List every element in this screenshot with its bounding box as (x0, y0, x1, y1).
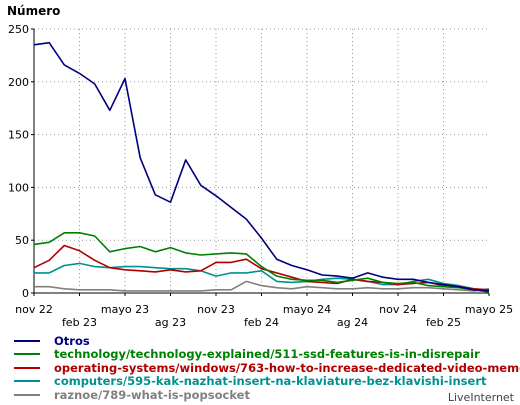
y-axis-ticks: 0 50 100 150 200 250 (8, 23, 34, 300)
y-tick-label: 50 (15, 234, 29, 247)
x-tick-label: nov 22 (15, 303, 53, 316)
legend-label: technology/technology-explained/511-ssd-… (54, 347, 480, 362)
legend-label: operating-systems/windows/763-how-to-inc… (54, 360, 520, 375)
legend-swatch (14, 353, 40, 356)
y-tick-label: 200 (8, 76, 29, 89)
series-line-1 (33, 232, 490, 293)
x-tick-label: mayo 23 (101, 303, 149, 316)
legend: Otros technology/technology-explained/511… (14, 334, 520, 402)
x-tick-label: ag 24 (337, 316, 368, 329)
legend-item: computers/595-kak-nazhat-insert-na-klavi… (14, 374, 520, 389)
x-tick-label: ag 23 (155, 316, 186, 329)
x-tick-label: feb 23 (62, 316, 97, 329)
x-tick-label: mayo 25 (465, 303, 513, 316)
x-tick-label: feb 25 (426, 316, 461, 329)
x-tick-label: nov 24 (379, 303, 417, 316)
y-tick-label: 250 (8, 23, 29, 36)
legend-item: operating-systems/windows/763-how-to-inc… (14, 361, 520, 375)
legend-label: computers/595-kak-nazhat-insert-na-klavi… (54, 374, 487, 389)
legend-swatch (14, 366, 40, 369)
legend-item: technology/technology-explained/511-ssd-… (14, 347, 520, 362)
brand-label: LiveInternet (447, 391, 514, 404)
series-lines (33, 41, 490, 293)
legend-item: raznoe/789-what-is-popsocket (14, 388, 520, 402)
chart-title: Número (7, 4, 60, 18)
legend-swatch (14, 339, 40, 342)
grid-lines (34, 28, 489, 293)
y-tick-label: 100 (8, 181, 29, 194)
x-tick-label: feb 24 (244, 316, 279, 329)
legend-swatch (14, 393, 40, 396)
legend-item: Otros (14, 334, 520, 348)
series-line-0 (33, 41, 490, 292)
legend-swatch (14, 380, 40, 383)
series-line-4 (34, 280, 490, 292)
x-tick-label: nov 23 (197, 303, 235, 316)
legend-label: Otros (54, 333, 90, 348)
y-tick-label: 150 (8, 129, 29, 142)
x-axis-ticks: nov 22 feb 23 mayo 23 ag 23 nov 23 feb 24 mayo… (15, 293, 513, 329)
legend-label: raznoe/789-what-is-popsocket (54, 387, 250, 402)
x-tick-label: mayo 24 (283, 303, 331, 316)
y-tick-label: 0 (22, 287, 29, 300)
series-line-2 (33, 244, 490, 291)
